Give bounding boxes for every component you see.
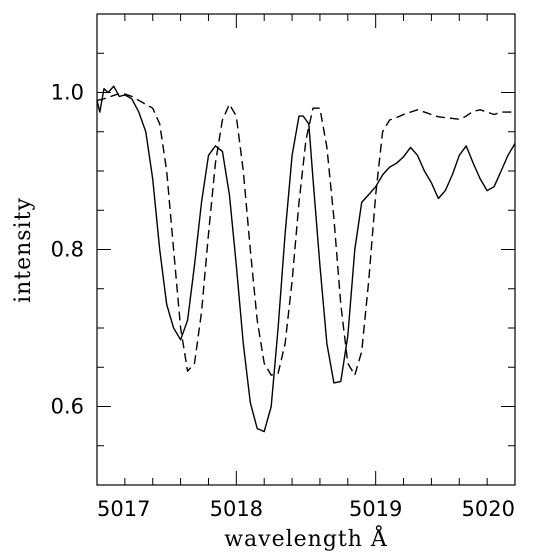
solid-series-line	[96, 85, 516, 433]
series-lines	[96, 85, 516, 433]
axis-ticks	[96, 13, 516, 486]
x-tick-label: 5018	[210, 497, 263, 521]
y-tick-label: 0.8	[51, 238, 84, 262]
dashed-series-line	[96, 93, 515, 376]
y-tick-label: 0.6	[51, 395, 84, 419]
x-axis-label: wavelength Å	[224, 524, 388, 552]
x-tick-label: 5019	[349, 497, 402, 521]
y-tick-label: 1.0	[51, 81, 84, 105]
tick-labels: 5017 5018 5019 5020 0.6 0.8 1.0	[51, 81, 515, 522]
x-tick-label: 5017	[97, 497, 150, 521]
x-tick-label: 5020	[462, 497, 515, 521]
y-axis-label: intensity	[11, 197, 36, 303]
